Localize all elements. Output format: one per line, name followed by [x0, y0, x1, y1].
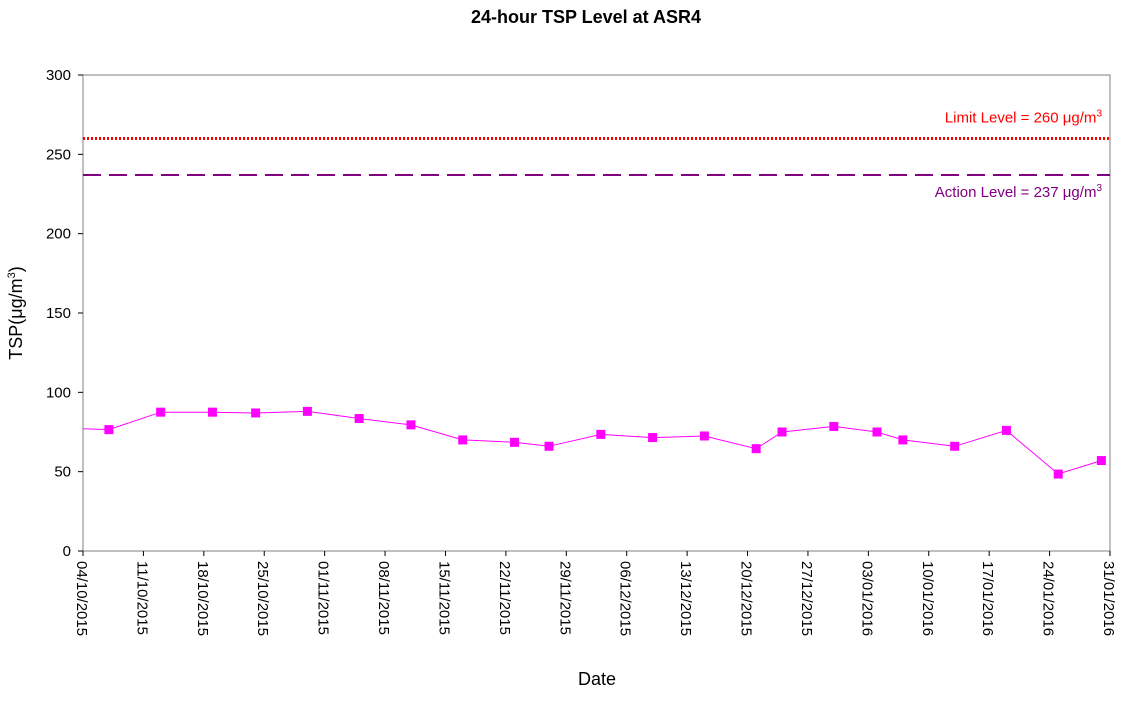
data-point — [458, 435, 468, 445]
data-point — [1001, 425, 1011, 435]
data-point — [510, 437, 520, 447]
y-tick-label: 300 — [46, 67, 71, 84]
x-tick-label: 10/01/2016 — [919, 561, 936, 636]
data-point — [406, 420, 416, 430]
data-point — [648, 433, 658, 443]
data-point — [777, 427, 787, 437]
y-tick-label: 150 — [46, 305, 71, 322]
x-axis-title: Date — [578, 669, 616, 689]
data-point — [1096, 456, 1106, 466]
chart-title: 24-hour TSP Level at ASR4 — [471, 7, 701, 27]
y-axis-title: TSP(μg/m3) — [6, 266, 26, 360]
x-tick-label: 25/10/2015 — [254, 561, 271, 636]
plot-area — [82, 74, 1111, 552]
data-point — [354, 414, 364, 424]
data-point — [104, 425, 114, 435]
data-point — [251, 408, 261, 418]
y-axis: 0 50 100 150 200 250 300 — [46, 67, 83, 560]
x-tick-label: 17/01/2016 — [979, 561, 996, 636]
x-tick-label: 31/01/2016 — [1100, 561, 1117, 636]
data-point — [872, 427, 882, 437]
x-tick-label: 06/12/2015 — [617, 561, 634, 636]
data-point — [898, 435, 908, 445]
y-tick-label: 100 — [46, 384, 71, 401]
y-tick-label: 50 — [54, 464, 71, 481]
y-tick-label: 0 — [63, 543, 71, 560]
x-tick-label: 03/01/2016 — [858, 561, 875, 636]
x-axis: 04/10/2015 11/10/2015 18/10/2015 25/10/2015… — [73, 551, 1117, 636]
data-point — [829, 421, 839, 431]
data-point — [596, 429, 606, 439]
series-tsp — [82, 406, 1106, 479]
data-point — [699, 431, 709, 441]
y-tick-label: 200 — [46, 226, 71, 243]
x-tick-label: 01/11/2015 — [315, 561, 332, 635]
data-point — [156, 407, 166, 417]
data-point — [1053, 469, 1063, 479]
data-point — [302, 406, 312, 416]
x-tick-label: 29/11/2015 — [556, 561, 573, 635]
ref-line-label-0: Limit Level = 260 μg/m3 — [945, 108, 1103, 126]
x-tick-label: 22/11/2015 — [496, 561, 513, 635]
x-tick-label: 13/12/2015 — [677, 561, 694, 636]
ref-line-label-1: Action Level = 237 μg/m3 — [935, 183, 1103, 201]
x-tick-label: 04/10/2015 — [73, 561, 90, 636]
x-tick-label: 20/12/2015 — [738, 561, 755, 636]
reference-lines: Limit Level = 260 μg/m3 Action Level = 23… — [83, 108, 1110, 201]
x-tick-label: 15/11/2015 — [435, 561, 452, 635]
x-tick-label: 08/11/2015 — [375, 561, 392, 635]
x-tick-label: 18/10/2015 — [194, 561, 211, 636]
x-tick-label: 27/12/2015 — [798, 561, 815, 636]
x-tick-label: 11/10/2015 — [133, 561, 150, 635]
data-point — [207, 407, 217, 417]
data-point — [544, 441, 554, 451]
x-tick-label: 24/01/2016 — [1040, 561, 1057, 636]
data-point — [950, 441, 960, 451]
data-point — [751, 444, 761, 454]
y-tick-label: 250 — [46, 146, 71, 163]
